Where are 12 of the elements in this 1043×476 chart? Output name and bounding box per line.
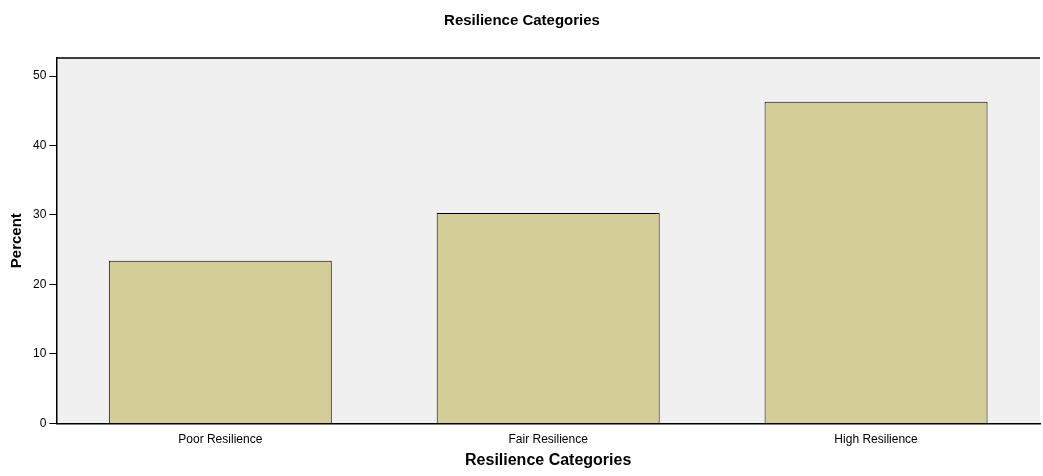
y-tick-label: 0 bbox=[39, 415, 47, 430]
y-tick-label: 30 bbox=[32, 207, 47, 222]
y-tick-label: 50 bbox=[32, 68, 47, 83]
x-tick-label: High Resilience bbox=[834, 431, 919, 446]
x-axis-title: Resilience Categories bbox=[465, 450, 632, 468]
chart-title: Resilience Categories bbox=[444, 11, 600, 29]
y-tick-label: 10 bbox=[32, 346, 47, 361]
y-axis-title: Percent bbox=[7, 213, 25, 269]
x-tick-label: Poor Resilience bbox=[178, 431, 263, 446]
y-tick-label: 20 bbox=[32, 276, 47, 291]
x-tick-label: Fair Resilience bbox=[508, 431, 589, 446]
y-tick-label: 40 bbox=[32, 137, 47, 152]
